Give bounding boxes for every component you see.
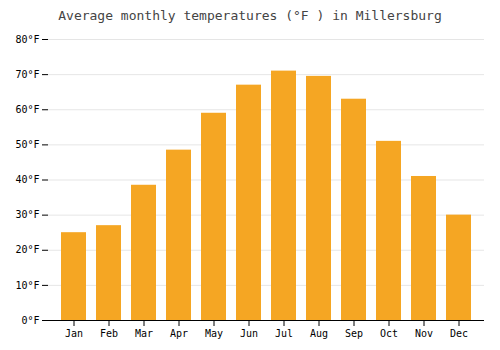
svg-text:Jun: Jun — [240, 328, 258, 339]
svg-text:Apr: Apr — [170, 328, 188, 339]
svg-text:10°F: 10°F — [15, 280, 39, 291]
svg-text:Oct: Oct — [380, 328, 398, 339]
svg-text:Feb: Feb — [100, 328, 118, 339]
svg-text:Nov: Nov — [415, 328, 433, 339]
html-text:Average monthly temperatures (: Average monthly temperatures (°F ) in Mi… — [58, 8, 442, 23]
svg-text:80°F: 80°F — [15, 34, 39, 45]
svg-text:60°F: 60°F — [15, 104, 39, 115]
svg-text:May: May — [205, 328, 223, 339]
svg-text:Aug: Aug — [310, 328, 328, 339]
svg-text:Jul: Jul — [275, 328, 293, 339]
svg-text:50°F: 50°F — [15, 139, 39, 150]
svg-text:Mar: Mar — [135, 328, 153, 339]
svg-text:70°F: 70°F — [15, 69, 39, 80]
svg-text:20°F: 20°F — [15, 244, 39, 255]
svg-text:40°F: 40°F — [15, 174, 39, 185]
svg-text:Dec: Dec — [450, 328, 468, 339]
svg-text:0°F: 0°F — [21, 315, 39, 326]
svg-text:Sep: Sep — [345, 328, 363, 339]
svg-text:30°F: 30°F — [15, 209, 39, 220]
svg-text:Jan: Jan — [65, 328, 83, 339]
